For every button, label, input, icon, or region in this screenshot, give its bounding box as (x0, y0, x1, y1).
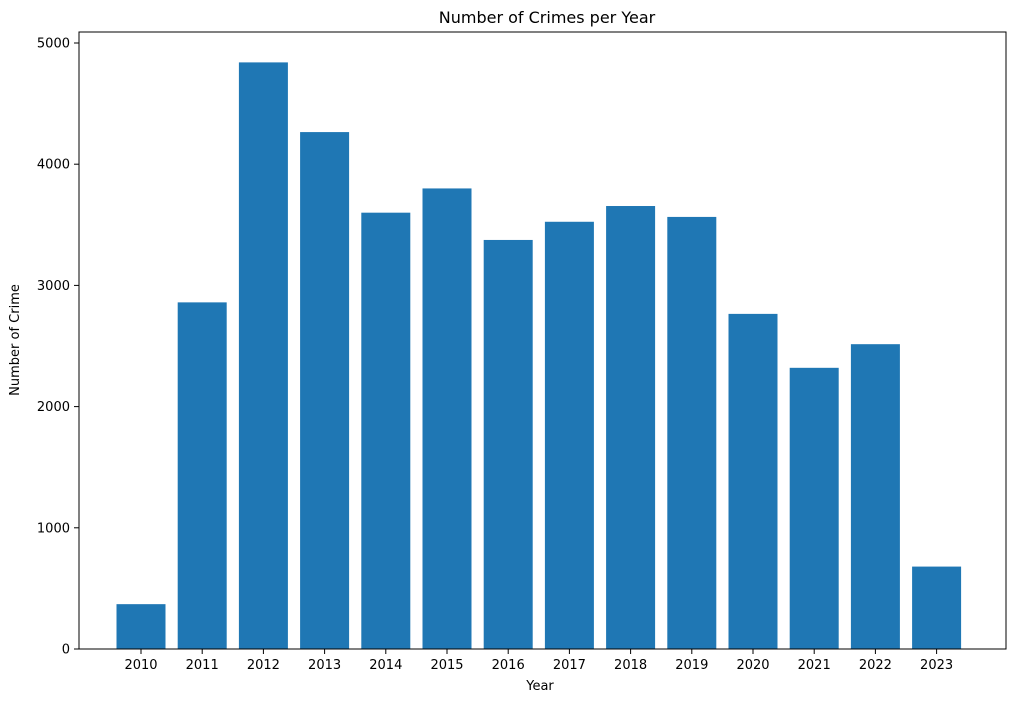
x-tick-label: 2013 (308, 658, 341, 673)
bar-2014 (361, 212, 411, 649)
x-axis-ticks: 2010 2011 2012 2013 2014 2015 2016 2017 2018 2019… (124, 649, 953, 673)
y-axis-ticks: 0 1000 2000 3000 4000 5000 (37, 37, 79, 658)
x-tick-label: 2011 (186, 658, 219, 673)
bar-2020 (728, 313, 778, 649)
x-tick-label: 2022 (859, 658, 892, 673)
bar-2012 (238, 62, 288, 650)
y-tick-label: 0 (62, 643, 70, 658)
chart-title: Number of Crimes per Year (439, 8, 656, 27)
y-tick-label: 5000 (37, 37, 70, 52)
bar-2023 (912, 566, 962, 649)
bar-2013 (300, 132, 350, 649)
y-axis-label: Number of Crime (8, 284, 23, 396)
bar-2017 (544, 221, 594, 649)
bar-2019 (667, 216, 717, 649)
x-tick-label: 2012 (247, 658, 280, 673)
bar-2018 (606, 206, 656, 649)
x-tick-label: 2020 (736, 658, 769, 673)
y-tick-label: 4000 (37, 158, 70, 173)
bar-2021 (789, 367, 839, 649)
y-tick-label: 3000 (37, 279, 70, 294)
bars-group (116, 62, 962, 650)
x-tick-label: 2016 (492, 658, 525, 673)
bar-2016 (483, 239, 533, 649)
x-tick-label: 2017 (553, 658, 586, 673)
x-tick-label: 2015 (430, 658, 463, 673)
x-axis-label: Year (525, 679, 554, 694)
bar-2015 (422, 188, 472, 649)
x-tick-label: 2023 (920, 658, 953, 673)
bar-2010 (116, 604, 166, 649)
y-tick-label: 2000 (37, 400, 70, 415)
bar-2022 (850, 344, 900, 649)
x-tick-label: 2021 (798, 658, 831, 673)
y-tick-label: 1000 (37, 521, 70, 536)
x-tick-label: 2014 (369, 658, 402, 673)
x-tick-label: 2018 (614, 658, 647, 673)
x-tick-label: 2019 (675, 658, 708, 673)
x-tick-label: 2010 (124, 658, 157, 673)
bar-2011 (177, 302, 227, 649)
plot-frame (78, 31, 1007, 650)
